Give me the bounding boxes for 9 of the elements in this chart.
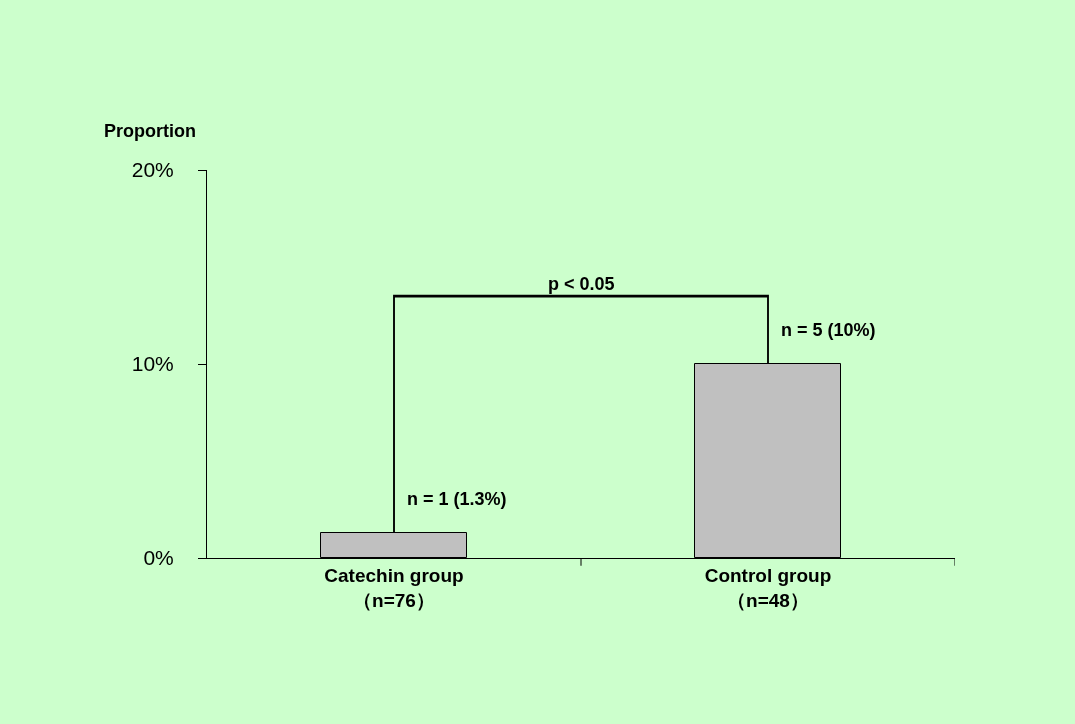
y-tick-label: 20% xyxy=(131,158,174,182)
x-tick-label: Catechin group （n=76） xyxy=(324,564,464,611)
annotation: p < 0.05 xyxy=(548,274,615,294)
y-tick-label: 10% xyxy=(131,352,174,376)
data-label: n = 1 (1.3%) xyxy=(407,489,507,509)
data-label: n = 5 (10%) xyxy=(781,320,876,340)
y-tick-label: 0% xyxy=(143,546,174,570)
y-axis-title: Proportion xyxy=(104,121,196,141)
x-tick-label: Control group （n=48） xyxy=(704,564,832,611)
